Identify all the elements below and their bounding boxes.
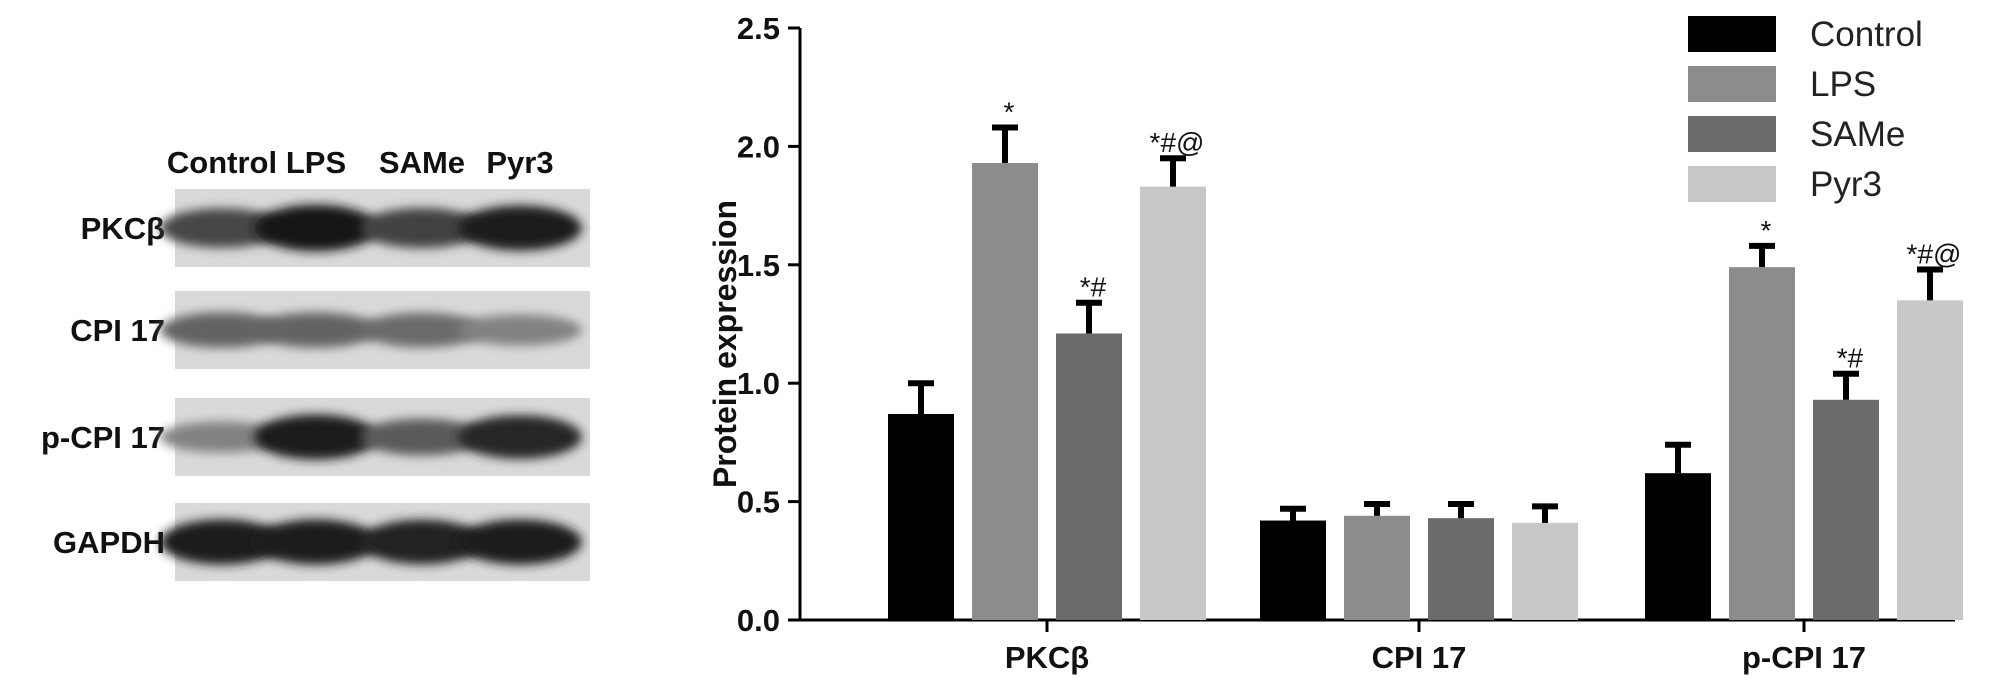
bar-pkc-same xyxy=(1056,333,1122,620)
bar-p-cpi-17-same xyxy=(1813,399,1879,620)
legend-label-control: Control xyxy=(1810,15,1923,54)
x-category-label-cpi-17: CPI 17 xyxy=(1372,640,1467,675)
y-tick-label: 2.5 xyxy=(737,11,780,46)
blot-row-label-gapdh: GAPDH xyxy=(53,525,165,560)
blot-band-cpi-17-control xyxy=(160,312,284,348)
legend-label-pyr3: Pyr3 xyxy=(1810,165,1882,204)
x-category-label-pkc: PKCβ xyxy=(1005,640,1089,675)
x-category-label-p-cpi-17: p-CPI 17 xyxy=(1742,640,1866,675)
significance-marker-pkc-pyr3: *#@ xyxy=(1150,127,1205,158)
lane-label-pyr3: Pyr3 xyxy=(486,145,553,180)
y-tick-label: 1.0 xyxy=(737,366,780,401)
lane-label-same: SAMe xyxy=(379,145,465,180)
blot-row-label-cpi-17: CPI 17 xyxy=(70,313,165,348)
blot-band-gapdh-same xyxy=(360,519,484,565)
legend-label-same: SAMe xyxy=(1810,115,1905,154)
blot-band-p-cpi-17-control xyxy=(160,421,284,453)
blot-band-cpi-17-lps xyxy=(254,312,378,348)
significance-marker-p-cpi-17-same: *# xyxy=(1837,343,1864,374)
y-tick-label: 0.5 xyxy=(737,485,780,520)
bar-pkc-lps xyxy=(972,162,1038,620)
blot-band-p-cpi-17-pyr3 xyxy=(458,415,582,459)
blot-band-cpi-17-same xyxy=(360,312,484,348)
significance-marker-p-cpi-17-pyr3: *#@ xyxy=(1907,239,1962,270)
bar-chart: 0.0 0.5 1.0 1.5 2.0 2.5 Protein expression PKCβ… xyxy=(707,11,1963,675)
lane-label-lps: LPS xyxy=(286,145,346,180)
bar-cpi-17-control xyxy=(1260,520,1326,620)
blot-band-pkc-lps xyxy=(254,204,378,252)
lane-label-control: Control xyxy=(167,145,277,180)
bar-pkc-control xyxy=(888,413,954,620)
legend-swatch-lps xyxy=(1688,66,1776,102)
blot-band-cpi-17-pyr3 xyxy=(458,314,582,346)
y-axis-title: Protein expression xyxy=(707,200,743,488)
blot-band-pkc-control xyxy=(160,208,284,248)
bar-cpi-17-pyr3 xyxy=(1512,522,1578,620)
legend-swatch-pyr3 xyxy=(1688,166,1776,202)
bar-cpi-17-same xyxy=(1428,518,1494,620)
western-blot-image: Control LPS SAMe Pyr3 PKCβ CPI 17 p-CPI 17 GAPD… xyxy=(41,145,590,581)
blot-band-p-cpi-17-lps xyxy=(254,414,378,460)
y-tick-label: 0.0 xyxy=(737,603,780,638)
blot-band-gapdh-lps xyxy=(254,519,378,565)
blot-band-gapdh-control xyxy=(160,519,284,565)
significance-marker-pkc-same: *# xyxy=(1080,272,1107,303)
legend-swatch-same xyxy=(1688,116,1776,152)
bar-pkc-pyr3 xyxy=(1140,186,1206,620)
y-tick-label: 1.5 xyxy=(737,248,780,283)
blot-band-gapdh-pyr3 xyxy=(458,519,582,565)
blot-band-p-cpi-17-same xyxy=(360,418,484,456)
legend-swatch-control xyxy=(1688,16,1776,52)
bar-p-cpi-17-control xyxy=(1645,473,1711,620)
bar-chart-panel: 0.0 0.5 1.0 1.5 2.0 2.5 Protein expression PKCβ… xyxy=(620,0,2008,677)
significance-marker-p-cpi-17-lps: * xyxy=(1761,215,1772,246)
western-blot-panel: Control LPS SAMe Pyr3 PKCβ CPI 17 p-CPI 17 GAPD… xyxy=(0,0,620,677)
bar-p-cpi-17-lps xyxy=(1729,267,1795,620)
bar-cpi-17-lps xyxy=(1344,515,1410,620)
blot-band-pkc-same xyxy=(360,207,484,249)
bar-p-cpi-17-pyr3 xyxy=(1897,300,1963,620)
legend-label-lps: LPS xyxy=(1810,65,1876,104)
y-tick-label: 2.0 xyxy=(737,129,780,164)
blot-row-label-p-cpi-17: p-CPI 17 xyxy=(41,420,165,455)
blot-band-pkc-pyr3 xyxy=(458,205,582,251)
significance-marker-pkc-lps: * xyxy=(1004,96,1015,127)
blot-row-label-pkc: PKCβ xyxy=(81,211,165,246)
